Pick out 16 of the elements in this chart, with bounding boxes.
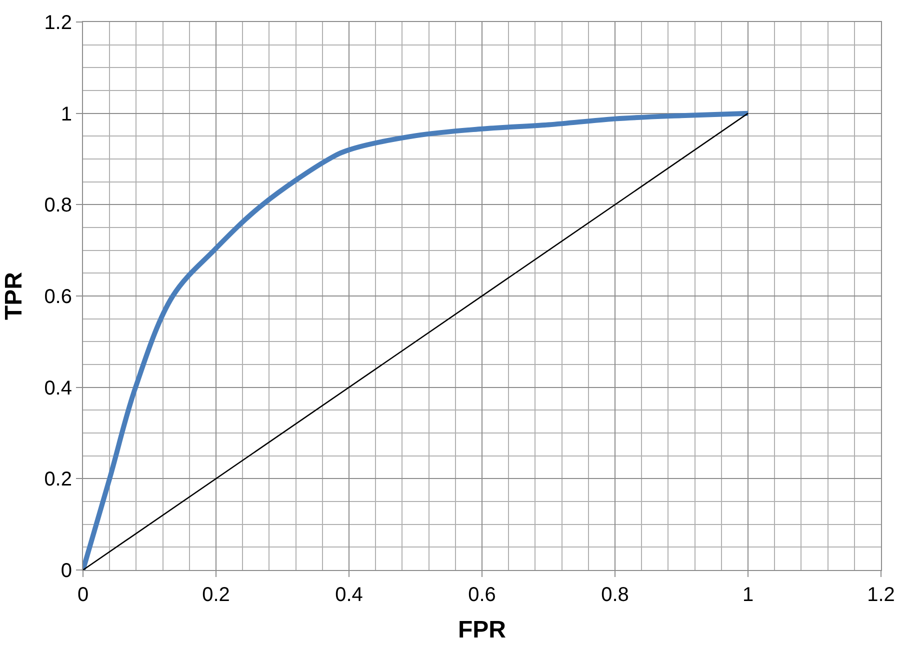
y-axis-title: TPR	[0, 272, 28, 320]
y-tick-label: 0	[60, 560, 72, 582]
y-tick-label: 1	[60, 103, 72, 126]
x-tick-label: 0.8	[601, 584, 629, 606]
y-tick-label: 0.8	[44, 194, 72, 217]
y-tick-label: 0.2	[44, 468, 72, 491]
y-tick-label: 0.4	[44, 377, 72, 400]
x-tick-label: 1	[742, 584, 754, 606]
y-tick-label: 0.6	[44, 286, 72, 308]
x-axis-title: FPR	[458, 616, 506, 644]
x-tick-label: 0.4	[335, 584, 363, 606]
x-tick-label: 0	[77, 584, 89, 606]
y-tick-label: 1.2	[44, 12, 72, 34]
x-tick-label: 1.2	[867, 584, 895, 606]
x-tick-label: 0.6	[468, 584, 496, 606]
x-tick-label: 0.2	[202, 584, 230, 606]
